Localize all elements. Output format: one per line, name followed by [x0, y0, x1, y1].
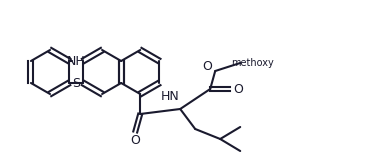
Text: S: S	[72, 77, 80, 89]
Text: O: O	[202, 59, 212, 73]
Text: HN: HN	[161, 91, 180, 103]
Text: O: O	[233, 83, 243, 95]
Text: methoxy: methoxy	[231, 58, 274, 68]
Text: O: O	[130, 134, 140, 146]
Text: NH: NH	[67, 55, 86, 67]
